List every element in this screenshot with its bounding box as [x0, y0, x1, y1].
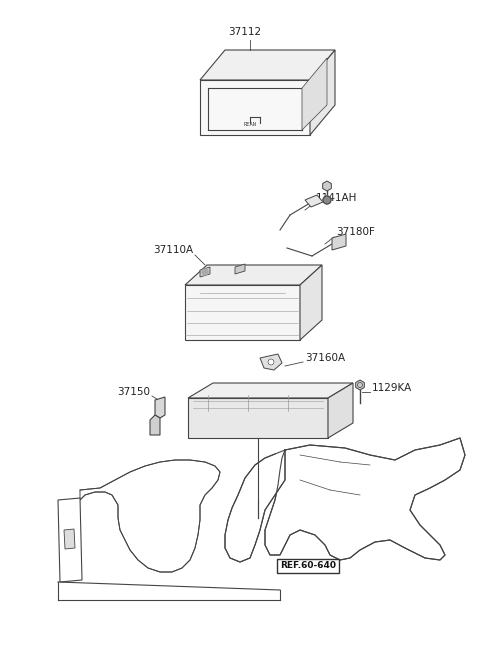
Polygon shape	[265, 438, 465, 560]
Text: REF.60-640: REF.60-640	[280, 561, 336, 571]
Text: 37180F: 37180F	[336, 227, 375, 237]
Text: 1129KA: 1129KA	[372, 383, 412, 393]
Polygon shape	[64, 529, 75, 549]
Polygon shape	[235, 264, 245, 274]
Circle shape	[202, 269, 208, 275]
Circle shape	[268, 359, 274, 365]
Text: 1141AH: 1141AH	[316, 193, 358, 203]
Polygon shape	[58, 498, 82, 582]
Polygon shape	[310, 50, 335, 135]
Text: 37110A: 37110A	[153, 245, 193, 255]
Text: 37160A: 37160A	[305, 353, 345, 363]
Text: 37112: 37112	[228, 27, 262, 37]
Polygon shape	[300, 265, 322, 340]
Polygon shape	[225, 450, 285, 562]
Polygon shape	[302, 58, 327, 130]
Text: 37150: 37150	[117, 387, 150, 397]
Polygon shape	[188, 383, 353, 398]
Polygon shape	[328, 383, 353, 438]
Polygon shape	[323, 181, 331, 191]
Polygon shape	[200, 50, 335, 80]
Polygon shape	[188, 398, 328, 438]
Polygon shape	[80, 460, 220, 572]
Polygon shape	[200, 80, 310, 135]
Polygon shape	[185, 285, 300, 340]
Polygon shape	[260, 354, 282, 370]
Text: REAN: REAN	[243, 122, 256, 128]
Polygon shape	[200, 267, 210, 277]
Circle shape	[323, 196, 331, 204]
Polygon shape	[150, 415, 160, 435]
Polygon shape	[356, 380, 364, 390]
Polygon shape	[185, 265, 322, 285]
Polygon shape	[332, 234, 346, 250]
Polygon shape	[305, 195, 323, 207]
Polygon shape	[155, 397, 165, 418]
